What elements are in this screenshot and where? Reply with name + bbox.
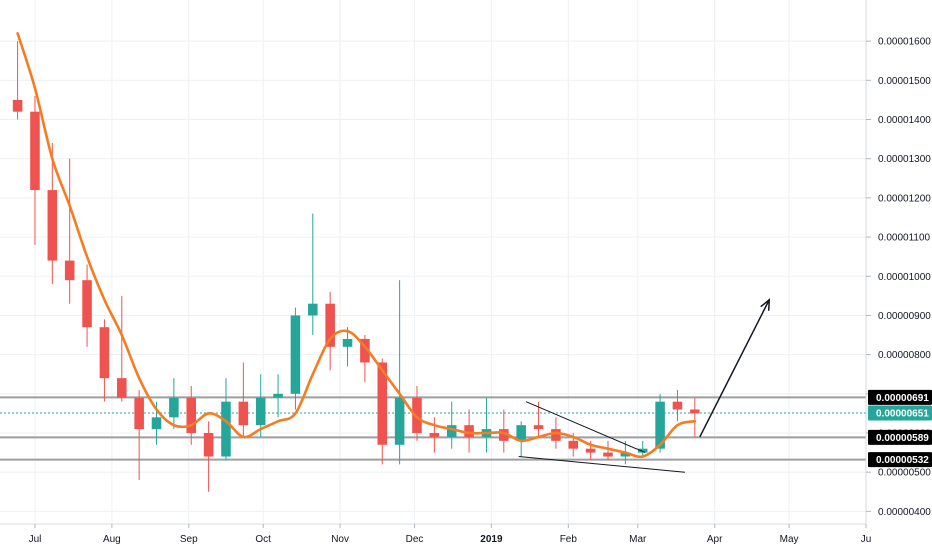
candle-body (151, 417, 162, 430)
last-price-badge (868, 405, 932, 421)
candle-body (412, 397, 422, 434)
candle-body (464, 425, 474, 437)
candle-body (499, 429, 509, 441)
candle-body (533, 425, 544, 430)
level-price-badge (868, 429, 932, 445)
price-axis-label: 0.00001600 (878, 37, 931, 48)
candle-body (585, 448, 596, 453)
candle-body (377, 362, 388, 445)
price-badges: 0.00000691 0.00000589 0.00000532 0.00000651 (868, 389, 932, 468)
time-axis[interactable]: Jul Aug Sep Oct Nov Dec 2019 Feb Mar Apr May Ju (29, 524, 872, 545)
candle-body (429, 433, 440, 437)
candle-body (255, 397, 266, 426)
candle-body (325, 303, 335, 347)
candle-body (290, 315, 301, 394)
candle-body (117, 378, 127, 398)
time-axis-label: Apr (707, 534, 723, 545)
price-axis-label: 0.00001200 (878, 193, 931, 204)
price-axis-label: 0.00001000 (878, 272, 931, 283)
projection-arrow-head (760, 298, 771, 311)
level-price-badge (868, 452, 932, 468)
candle-body (186, 397, 197, 434)
level-price-label: 0.00000691 (876, 393, 929, 404)
candle-body (620, 452, 631, 457)
candle-body (394, 397, 405, 445)
candle-body (99, 327, 110, 379)
candle-body (273, 393, 283, 398)
price-axis-label: 0.00001500 (878, 76, 931, 87)
level-price-label: 0.00000532 (876, 455, 929, 466)
time-axis-label: Aug (103, 534, 121, 545)
candle-body (30, 111, 40, 191)
wedge-lower-trendline (518, 456, 685, 473)
price-axis-label: 0.00001400 (878, 115, 931, 126)
wedge-upper-trendline (525, 401, 646, 454)
time-axis-label: Oct (255, 534, 271, 545)
candle-body (82, 280, 92, 328)
annotations (518, 298, 771, 473)
price-axis-label: 0.00000900 (878, 311, 931, 322)
candle-body (64, 260, 75, 281)
candle-body (690, 409, 700, 414)
projection-arrow-line (699, 299, 770, 438)
last-price-label: 0.00000651 (876, 409, 929, 420)
price-axis-label: 0.00001100 (878, 233, 931, 244)
time-axis-label: Sep (180, 534, 198, 545)
price-axis-label: 0.00000400 (878, 507, 931, 518)
price-axis[interactable]: 0.00001600 0.00001500 0.00001400 0.00001300… (866, 37, 931, 518)
price-axis-label: 0.00000800 (878, 350, 931, 361)
candle-body (12, 99, 23, 112)
price-axis-label: 0.00000500 (878, 468, 931, 479)
candle-body (568, 440, 579, 449)
time-axis-label: Mar (629, 534, 647, 545)
time-axis-label: Dec (406, 534, 424, 545)
time-axis-label: Jul (29, 534, 42, 545)
candle-body (169, 397, 179, 418)
candle-body (360, 338, 370, 363)
horizontal-levels (0, 396, 866, 461)
candle-body (47, 190, 58, 261)
moving-average-line (16, 32, 697, 459)
time-axis-label: May (780, 534, 799, 545)
time-axis-label: Ju (861, 534, 872, 545)
candle-body (342, 338, 353, 347)
candle-body (603, 452, 613, 457)
candle-body (551, 429, 561, 441)
candle-body (221, 401, 231, 457)
candle-body (238, 401, 249, 426)
time-axis-label: Nov (331, 534, 349, 545)
candle-body (203, 433, 214, 457)
candle-body (134, 397, 144, 430)
candle-body (516, 425, 526, 441)
time-axis-label: Feb (560, 534, 578, 545)
price-axis-label: 0.00001300 (878, 154, 931, 165)
time-axis-label: 2019 (480, 534, 503, 545)
candles (12, 41, 700, 492)
level-price-badge (868, 389, 932, 405)
candle-body (655, 401, 665, 449)
level-price-label: 0.00000589 (876, 433, 929, 444)
grid (0, 0, 867, 524)
candle-body (672, 401, 683, 410)
candle-body (308, 303, 318, 316)
candle-body (637, 448, 648, 453)
candle-body (446, 425, 457, 437)
